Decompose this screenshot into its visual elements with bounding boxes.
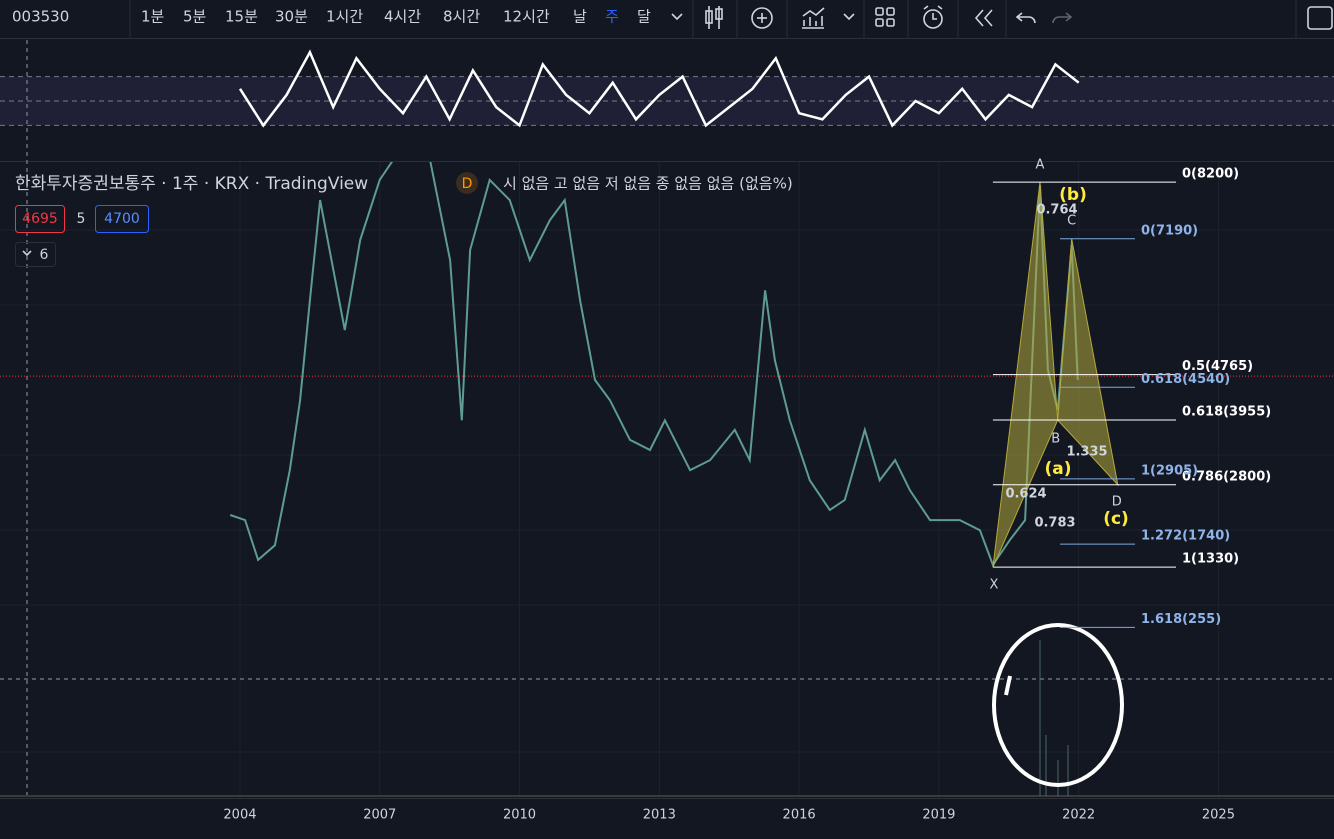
pattern-bcd (1057, 238, 1119, 487)
pattern-point-label: C (1067, 213, 1076, 228)
replay-button[interactable] (974, 9, 993, 27)
pattern-point-label: D (1112, 494, 1122, 509)
spread: 5 (77, 211, 86, 227)
oscillator (0, 49, 1334, 128)
ohlc: 시 없음 고 없음 저 없음 종 없음 없음 (없음%) (503, 175, 793, 193)
ratio-label: 0.783 (1034, 516, 1075, 531)
undo-button[interactable] (1015, 12, 1036, 24)
interval-button[interactable]: 30분 (275, 8, 308, 26)
redo-button[interactable] (1052, 12, 1073, 24)
legend-title: 한화투자증권보통주 · 1주 · KRX · TradingView (15, 174, 368, 194)
badge-bg (456, 172, 478, 194)
fib-label: 0.618(4540) (1141, 372, 1230, 387)
x-tick-label: 2010 (503, 808, 536, 823)
interval-button[interactable]: 1분 (141, 8, 165, 26)
interval-button[interactable]: 4시간 (384, 8, 421, 26)
symbol[interactable]: 003530 (12, 8, 69, 26)
x-tick-label: 2025 (1202, 808, 1235, 823)
grid (0, 229, 1334, 753)
x-tick-label: 2016 (783, 808, 816, 823)
hand-drawn-stroke (1004, 675, 1012, 696)
fib-label: 0.786(2800) (1182, 469, 1271, 484)
interval-button[interactable]: 1시간 (326, 8, 363, 26)
fib-label: 1.618(255) (1141, 612, 1221, 627)
interval-button[interactable]: 달 (637, 8, 651, 26)
oscillator-line (238, 49, 1080, 128)
hand-drawn-circle (992, 623, 1124, 787)
fib-label: 1(1330) (1182, 552, 1239, 567)
interval-button[interactable]: 5분 (183, 8, 207, 26)
fib-label: 1(2905) (1141, 463, 1198, 478)
wave-label: (a) (1044, 459, 1071, 479)
indicator-count[interactable]: 6 (40, 247, 49, 263)
more-intervals[interactable] (671, 13, 683, 21)
wave-label: (c) (1103, 509, 1129, 529)
interval-button[interactable]: 15분 (225, 8, 258, 26)
ratio-label: 0.624 (1005, 487, 1046, 502)
interval-button[interactable]: 8시간 (443, 8, 480, 26)
toolbar: 003530 1분 5분 15분 30분 1시간 4시간 8시간 12시간 날 주 달 (0, 0, 1334, 39)
x-tick-label: 2007 (363, 808, 396, 823)
x-axis-labels: 2004 2007 2010 2013 2016 2019 2022 2025 (223, 808, 1235, 823)
x-tick-label: 2019 (922, 808, 955, 823)
chevron (22, 250, 32, 257)
fib-label: 0(7190) (1141, 223, 1198, 238)
indicators-button[interactable] (802, 7, 855, 29)
layout-menu[interactable] (1307, 6, 1333, 30)
x-axis (0, 798, 1334, 839)
x-tick-label: 2022 (1062, 808, 1095, 823)
compare-button[interactable] (751, 7, 773, 29)
ratio-label: 0.764 (1036, 203, 1077, 218)
ask-box[interactable] (95, 205, 149, 233)
x-tick-label: 2013 (643, 808, 676, 823)
pattern-point-label: X (989, 578, 998, 593)
bid-box[interactable] (15, 205, 65, 233)
x-tick-label: 2004 (223, 808, 256, 823)
price-line (229, 162, 1079, 568)
ratio-label: 1.335 (1066, 445, 1107, 460)
layout-button[interactable] (875, 7, 895, 27)
fib-label: 0.5(4765) (1182, 359, 1253, 374)
fib-label: 0.618(3955) (1182, 405, 1271, 420)
interval-button[interactable]: 12시간 (503, 8, 550, 26)
volume-spikes (1039, 640, 1069, 796)
alert-button[interactable] (923, 5, 943, 29)
badge[interactable]: D (462, 176, 473, 192)
toolbar-bg (0, 0, 1334, 38)
pattern-point-label: A (1036, 158, 1045, 173)
interval-button[interactable]: 날 (573, 8, 587, 26)
pattern-point-label: B (1051, 432, 1060, 447)
ask-price[interactable]: 4700 (104, 211, 140, 227)
fib-label: 0(8200) (1182, 167, 1239, 182)
wave-label: (b) (1059, 185, 1087, 205)
chart-type-button[interactable] (705, 6, 723, 29)
bid-price[interactable]: 4695 (22, 211, 58, 227)
fib-label: 1.272(1740) (1141, 529, 1230, 544)
indicators-toggle[interactable] (15, 242, 56, 267)
interval-button[interactable]: 주 (605, 8, 619, 26)
